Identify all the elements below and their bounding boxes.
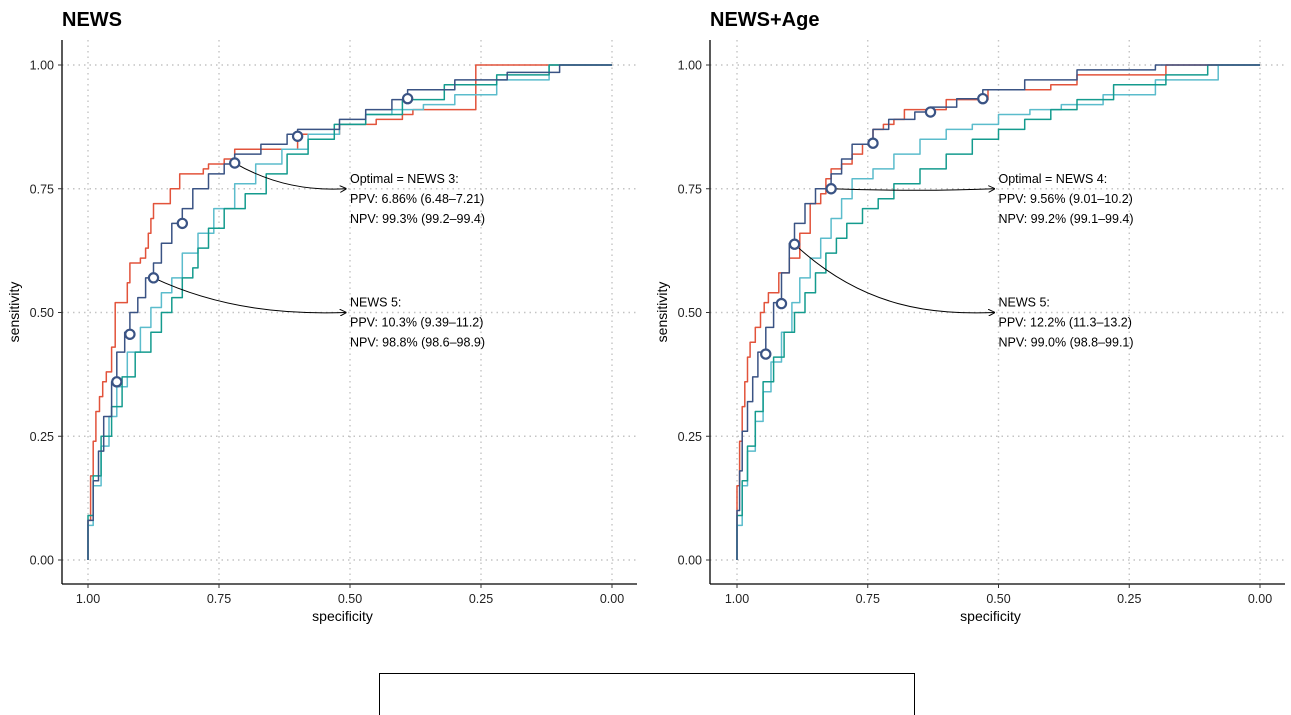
series-line-18-64 xyxy=(736,64,1260,560)
y-tick-label: 0.25 xyxy=(30,430,54,444)
y-tick-label: 0.00 xyxy=(678,554,702,568)
annotation-text: PPV: 10.3% (9.39–11.2) xyxy=(350,316,483,330)
annotation-arrow xyxy=(234,162,346,189)
threshold-point xyxy=(924,106,937,118)
chart-title: NEWS+Age xyxy=(710,9,819,31)
x-tick-label: 0.75 xyxy=(856,592,880,606)
x-tick-label: 0.75 xyxy=(207,592,231,606)
threshold-point xyxy=(867,137,879,149)
y-tick-label: 0.50 xyxy=(678,306,702,320)
x-tick-label: 0.00 xyxy=(600,592,624,606)
annotation-arrow xyxy=(794,243,995,313)
y-tick-label: 0.75 xyxy=(30,182,54,196)
panel-2: NEWS+Age 1.00 0.75 0.50 0.25 0.00 0.00 0.25 0.50… xyxy=(654,9,1285,624)
x-tick-label: 1.00 xyxy=(725,592,749,606)
threshold-point xyxy=(401,92,414,105)
threshold-point xyxy=(788,238,801,250)
x-tick-label: 0.50 xyxy=(338,592,362,606)
y-tick-label: 1.00 xyxy=(30,59,54,73)
annotation-arrow xyxy=(831,189,994,191)
series-line-65-80 xyxy=(87,64,612,560)
threshold-point xyxy=(760,348,772,360)
annotation-arrow xyxy=(153,277,347,313)
annotation-text: PPV: 6.86% (6.48–7.21) xyxy=(350,192,484,206)
threshold-point xyxy=(111,376,123,388)
y-tick-label: 1.00 xyxy=(678,59,702,73)
annotation-text: NEWS 5: xyxy=(999,296,1050,310)
y-axis-label: sensitivity xyxy=(654,282,670,343)
chart-title: NEWS xyxy=(62,9,122,31)
x-tick-label: 0.25 xyxy=(469,592,493,606)
series-line-overall xyxy=(736,64,1260,560)
annotation-text: NPV: 99.2% (99.1–99.4) xyxy=(999,212,1134,226)
annotation-text: Optimal = NEWS 3: xyxy=(350,172,459,186)
x-tick-label: 0.50 xyxy=(986,592,1010,606)
threshold-point xyxy=(775,297,788,310)
x-axis-label: specificity xyxy=(312,608,373,624)
annotation-text: NEWS 5: xyxy=(350,296,401,310)
y-tick-label: 0.50 xyxy=(30,306,54,320)
y-tick-label: 0.00 xyxy=(30,554,54,568)
series-line-above-80 xyxy=(87,64,612,560)
threshold-point xyxy=(825,183,837,195)
legend-box xyxy=(379,673,915,715)
x-axis-label: specificity xyxy=(960,608,1021,624)
annotation-text: NPV: 99.0% (98.8–99.1) xyxy=(999,336,1134,350)
annotation-text: PPV: 9.56% (9.01–10.2) xyxy=(999,192,1133,206)
x-tick-label: 0.25 xyxy=(1117,592,1141,606)
threshold-point xyxy=(176,217,189,230)
threshold-point xyxy=(291,130,304,142)
threshold-point xyxy=(124,328,136,340)
threshold-point xyxy=(147,272,160,284)
x-tick-label: 1.00 xyxy=(76,592,100,606)
y-axis-label: sensitivity xyxy=(6,282,22,343)
threshold-point xyxy=(229,157,241,169)
annotation-text: PPV: 12.2% (11.3–13.2) xyxy=(999,316,1132,330)
annotation-text: NPV: 98.8% (98.6–98.9) xyxy=(350,336,485,350)
x-tick-label: 0.00 xyxy=(1248,592,1272,606)
y-tick-label: 0.25 xyxy=(678,430,702,444)
threshold-point xyxy=(977,92,989,105)
panel-1: NEWS 1.00 0.75 0.50 0.25 0.00 0.00 0.25 0.50 0.75… xyxy=(6,9,637,624)
annotation-text: Optimal = NEWS 4: xyxy=(999,172,1108,186)
annotation-text: NPV: 99.3% (99.2–99.4) xyxy=(350,212,485,226)
series-line-above-80 xyxy=(736,64,1260,560)
y-tick-label: 0.75 xyxy=(678,182,702,196)
